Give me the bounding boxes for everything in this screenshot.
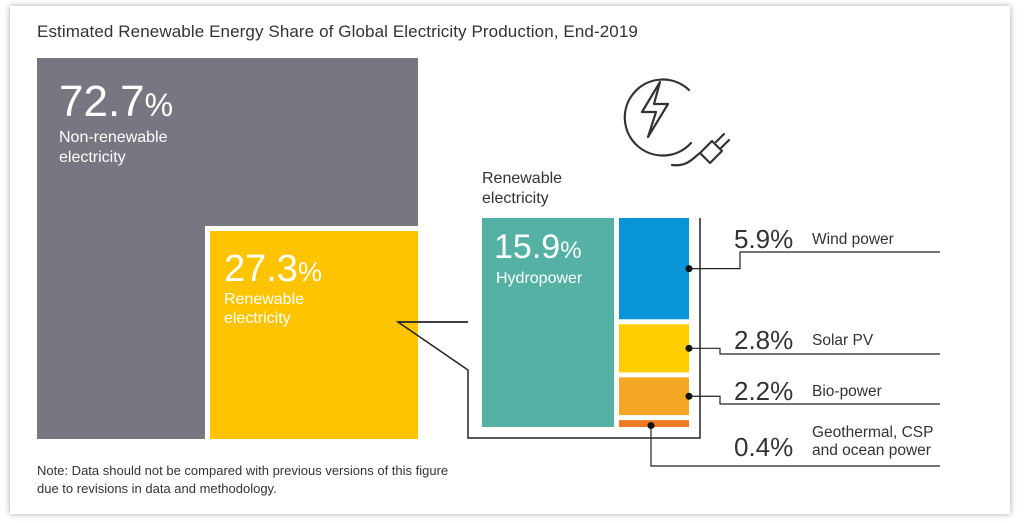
hydropower-value: 15.9% xyxy=(494,228,582,266)
renewable-block xyxy=(209,230,418,439)
note-line: Note: Data should not be compared with p… xyxy=(37,463,449,478)
side-label: Wind power xyxy=(812,231,894,248)
leader-line xyxy=(689,347,940,355)
side-label: Geothermal, CSP xyxy=(812,424,933,441)
chart-title: Estimated Renewable Energy Share of Glob… xyxy=(37,22,638,41)
renewable-label: Renewable xyxy=(224,291,304,308)
non-renewable-label: electricity xyxy=(59,149,126,166)
side-value: 0.4% xyxy=(734,432,793,462)
non-renewable-value: 72.7% xyxy=(59,77,173,126)
side-label: and ocean power xyxy=(812,442,931,459)
hydropower-block xyxy=(482,218,614,427)
renewable-label: electricity xyxy=(224,310,291,327)
electricity-plug-icon xyxy=(623,78,731,167)
leader-line xyxy=(689,251,940,270)
side-label: Solar PV xyxy=(812,332,874,349)
breakdown-header: electricity xyxy=(482,190,549,207)
leader-lines xyxy=(398,251,940,467)
breakdown-header: Renewable xyxy=(482,170,562,187)
non-renewable-label: Non-renewable xyxy=(59,129,168,146)
leader-line xyxy=(650,425,940,467)
renewable-value: 27.3% xyxy=(224,248,322,290)
chart-note: Note: Data should not be compared with p… xyxy=(37,462,557,498)
geothermal-block xyxy=(619,420,689,427)
side-labels: 5.9% Wind power 2.8% Solar PV 2.2% Bio-power 0… xyxy=(734,224,933,462)
hydropower-label: Hydropower xyxy=(496,270,583,287)
solar-pv-block xyxy=(619,324,689,373)
note-line: due to revisions in data and methodology… xyxy=(37,481,277,496)
bio-power-block xyxy=(619,377,689,416)
side-value: 2.8% xyxy=(734,325,793,355)
side-value: 2.2% xyxy=(734,376,793,406)
side-value: 5.9% xyxy=(734,224,793,254)
side-label: Bio-power xyxy=(812,383,882,400)
wind-power-block xyxy=(619,218,689,320)
leader-line xyxy=(689,395,940,405)
